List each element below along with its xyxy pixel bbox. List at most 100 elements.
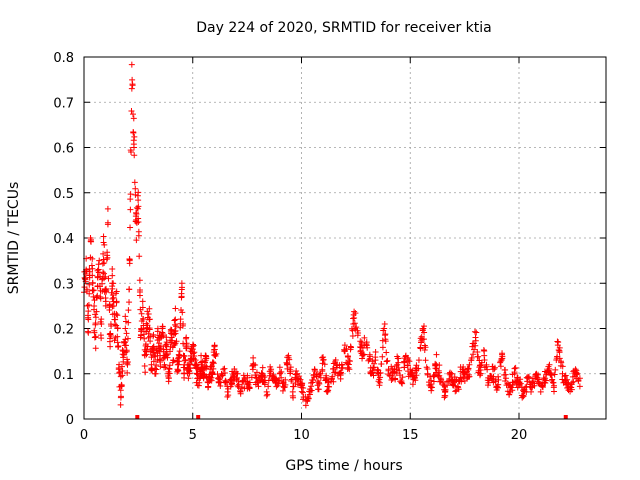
data-point: [133, 237, 140, 244]
data-point: [90, 287, 97, 294]
data-point: [131, 133, 138, 140]
data-point: [136, 289, 143, 296]
data-point: [130, 137, 137, 144]
data-point: [349, 333, 356, 340]
data-point: [98, 335, 105, 342]
data-point: [173, 323, 180, 330]
data-point: [564, 384, 571, 391]
data-point: [446, 370, 453, 377]
data-point: [136, 253, 143, 260]
data-point: [114, 339, 121, 346]
data-point: [293, 368, 300, 375]
data-point: [165, 375, 172, 382]
data-point: [513, 378, 520, 385]
data-point: [100, 269, 107, 276]
data-point: [384, 357, 391, 364]
data-point: [389, 375, 396, 382]
data-point: [386, 372, 393, 379]
data-point: [145, 310, 152, 317]
data-point: [199, 358, 206, 365]
data-point: [171, 317, 178, 324]
data-point: [181, 370, 188, 377]
data-point: [307, 388, 314, 395]
data-point: [383, 349, 390, 356]
data-point: [502, 377, 509, 384]
data-point: [421, 329, 428, 336]
data-point: [102, 273, 109, 280]
data-point: [138, 326, 145, 333]
data-point: [390, 368, 397, 375]
data-point: [194, 370, 201, 377]
data-point: [127, 191, 134, 198]
data-point: [157, 358, 164, 365]
data-point: [109, 280, 116, 287]
data-point: [458, 378, 465, 385]
data-point: [100, 239, 107, 246]
data-point: [150, 358, 157, 365]
data-point: [413, 362, 420, 369]
data-point: [196, 379, 203, 386]
y-tick-label: 0.1: [53, 368, 74, 383]
data-point: [424, 370, 431, 377]
data-point: [99, 280, 106, 287]
data-point: [123, 342, 130, 349]
data-point: [574, 370, 581, 377]
data-point: [224, 388, 231, 395]
data-point: [144, 325, 151, 332]
data-point: [379, 344, 386, 351]
data-point: [246, 379, 253, 386]
data-point: [92, 320, 99, 327]
data-point: [546, 361, 553, 368]
data-point: [202, 352, 209, 359]
data-point: [191, 361, 198, 368]
data-point: [420, 336, 427, 343]
data-point: [382, 336, 389, 343]
data-gap-marker: [196, 415, 201, 419]
data-point: [209, 370, 216, 377]
plot-frame: [83, 56, 607, 420]
data-point: [237, 388, 244, 395]
data-point: [331, 369, 338, 376]
data-point: [183, 343, 190, 350]
data-point: [110, 303, 117, 310]
data-point: [259, 370, 266, 377]
data-point: [85, 316, 92, 323]
y-tick-label: 0.5: [53, 187, 74, 202]
data-point: [161, 361, 168, 368]
data-point: [157, 345, 164, 352]
data-point: [304, 394, 311, 401]
data-point: [167, 348, 174, 355]
data-point: [141, 352, 148, 359]
data-point: [377, 369, 384, 376]
data-point: [330, 365, 337, 372]
data-point: [308, 387, 315, 394]
data-point: [552, 366, 559, 373]
data-point: [473, 329, 480, 336]
data-point: [328, 375, 335, 382]
data-point: [472, 334, 479, 341]
data-point: [302, 397, 309, 404]
data-point: [430, 378, 437, 385]
data-point: [123, 330, 130, 337]
data-point: [345, 354, 352, 361]
data-point: [109, 272, 116, 279]
data-point: [511, 365, 518, 372]
data-point: [308, 379, 315, 386]
data-point: [429, 384, 435, 391]
data-point: [148, 361, 155, 368]
data-point: [481, 364, 488, 371]
data-point: [84, 302, 91, 309]
data-point: [92, 314, 99, 321]
data-point: [478, 362, 485, 369]
data-point: [321, 361, 328, 368]
data-point: [453, 387, 460, 394]
data-point: [99, 260, 106, 267]
data-point: [338, 361, 345, 368]
data-point: [559, 363, 566, 370]
data-point: [111, 316, 118, 323]
data-point: [394, 355, 401, 362]
data-point: [432, 365, 439, 372]
data-point: [91, 327, 98, 334]
data-point: [144, 346, 151, 353]
data-point: [207, 366, 214, 373]
